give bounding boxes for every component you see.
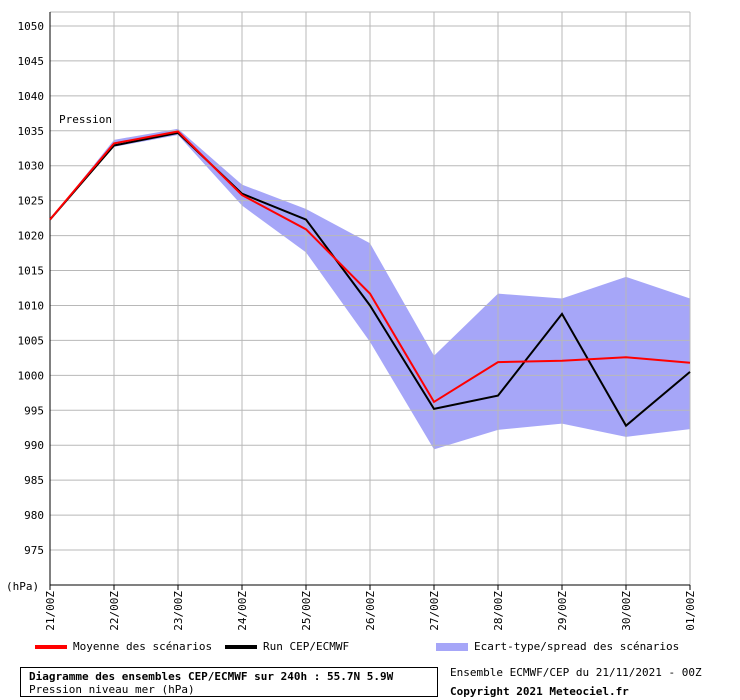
mean-line xyxy=(49,130,691,404)
y-tick-label: 1035 xyxy=(18,125,45,138)
x-tick-label: 29/00Z xyxy=(556,591,569,631)
grid-layer xyxy=(49,11,691,585)
axis-layer xyxy=(49,12,691,590)
legend-spread-swatch xyxy=(436,642,468,651)
x-tick-label: 28/00Z xyxy=(492,591,505,631)
y-tick-label: 1010 xyxy=(18,299,45,312)
x-tick-label: 22/00Z xyxy=(108,591,121,631)
y-tick-label: 995 xyxy=(24,404,44,417)
legend-run-swatch xyxy=(225,644,257,649)
y-tick-label: 985 xyxy=(24,474,44,487)
x-tick-label: 23/00Z xyxy=(172,591,185,631)
legend-mean-swatch xyxy=(35,644,67,649)
y-tick-label: 1000 xyxy=(18,369,45,382)
x-tick-label: 21/00Z xyxy=(44,591,57,631)
legend-run: Run CEP/ECMWF xyxy=(225,640,349,653)
y-tick-label: 1045 xyxy=(18,55,45,68)
y-tick-label: 1015 xyxy=(18,265,45,278)
y-tick-label: 990 xyxy=(24,439,44,452)
x-tick-label: 01/00Z xyxy=(684,591,697,631)
ensemble-chart: 975 980 985 990 995 1000 1005 1010 1015 1020 1025 1… xyxy=(6,11,698,631)
chart-title: Diagramme des ensembles CEP/ECMWF sur 24… xyxy=(29,670,394,683)
x-tick-label: 27/00Z xyxy=(428,591,441,631)
y-tick-label: 1030 xyxy=(18,160,45,173)
legend-mean-label: Moyenne des scénarios xyxy=(73,640,213,653)
y-tick-label: 1020 xyxy=(18,230,45,243)
y-tick-label: 980 xyxy=(24,509,44,522)
chart-subtitle: Pression niveau mer (hPa) xyxy=(29,683,195,696)
x-tick-label: 24/00Z xyxy=(236,591,249,631)
pression-annotation: Pression xyxy=(59,113,112,126)
y-tick-label: 1040 xyxy=(18,90,45,103)
chart-title-box: Diagramme des ensembles CEP/ECMWF sur 24… xyxy=(20,667,438,697)
copyright-text: Copyright 2021 Meteociel.fr xyxy=(450,685,629,698)
x-tick-label: 30/00Z xyxy=(620,591,633,631)
legend-spread: Ecart-type/spread des scénarios xyxy=(436,640,679,653)
y-tick-label: 1005 xyxy=(18,334,45,347)
y-tick-label: 1050 xyxy=(18,20,45,33)
run-line xyxy=(49,131,691,428)
x-tick-label: 26/00Z xyxy=(364,591,377,631)
y-tick-label: 1025 xyxy=(18,195,45,208)
y-axis-unit-label: (hPa) xyxy=(6,580,39,593)
y-tick-label: 975 xyxy=(24,544,44,557)
tick-labels-layer: 975 980 985 990 995 1000 1005 1010 1015 1020 1025 1… xyxy=(18,20,698,631)
run-info: Ensemble ECMWF/CEP du 21/11/2021 - 00Z xyxy=(450,666,702,679)
legend-mean: Moyenne des scénarios xyxy=(35,640,212,653)
series-lines-layer xyxy=(49,130,691,428)
x-tick-label: 25/00Z xyxy=(300,591,313,631)
legend-run-label: Run CEP/ECMWF xyxy=(263,640,350,653)
legend-spread-label: Ecart-type/spread des scénarios xyxy=(474,640,680,653)
